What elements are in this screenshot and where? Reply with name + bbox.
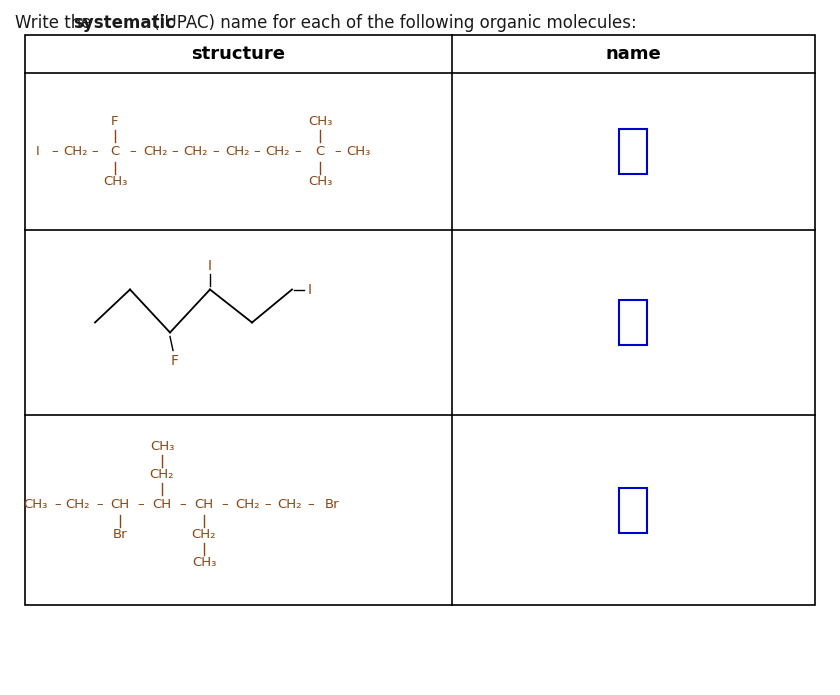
- Text: CH₃: CH₃: [307, 175, 332, 188]
- Text: C: C: [315, 145, 324, 158]
- Text: CH: CH: [194, 498, 213, 512]
- Text: –: –: [307, 498, 314, 512]
- Text: Br: Br: [113, 528, 128, 541]
- Text: CH₃: CH₃: [23, 498, 47, 512]
- Text: –: –: [222, 498, 228, 512]
- Bar: [25, 35, 815, 605]
- Text: CH₂: CH₂: [184, 145, 208, 158]
- Text: CH₃: CH₃: [150, 441, 174, 454]
- Text: –: –: [171, 145, 178, 158]
- Text: name: name: [606, 45, 661, 63]
- Text: I: I: [36, 145, 39, 158]
- Text: CH₃: CH₃: [192, 557, 216, 569]
- Bar: [619, 300, 648, 345]
- Text: CH₂: CH₂: [192, 528, 216, 541]
- Text: –: –: [138, 498, 144, 512]
- Bar: [619, 487, 648, 532]
- Text: I: I: [308, 282, 312, 297]
- Text: CH: CH: [110, 498, 129, 512]
- Text: Br: Br: [325, 498, 339, 512]
- Text: CH₂: CH₂: [265, 145, 291, 158]
- Text: CH₂: CH₂: [143, 145, 167, 158]
- Text: I: I: [208, 259, 212, 272]
- Text: CH₂: CH₂: [278, 498, 302, 512]
- Bar: [619, 129, 648, 174]
- Text: systematic: systematic: [73, 14, 175, 32]
- Text: –: –: [180, 498, 186, 512]
- Text: –: –: [92, 145, 98, 158]
- Text: CH: CH: [152, 498, 171, 512]
- Text: CH₂: CH₂: [234, 498, 260, 512]
- Text: –: –: [265, 498, 271, 512]
- Text: CH₂: CH₂: [225, 145, 249, 158]
- Text: –: –: [97, 498, 103, 512]
- Text: CH₃: CH₃: [307, 115, 332, 128]
- Text: F: F: [171, 354, 179, 368]
- Text: –: –: [254, 145, 260, 158]
- Text: –: –: [129, 145, 136, 158]
- Text: CH₃: CH₃: [102, 175, 127, 188]
- Text: –: –: [55, 498, 61, 512]
- Text: F: F: [111, 115, 118, 128]
- Text: CH₂: CH₂: [63, 145, 87, 158]
- Text: Write the: Write the: [15, 14, 97, 32]
- Text: –: –: [213, 145, 219, 158]
- Text: C: C: [110, 145, 119, 158]
- Text: –: –: [52, 145, 58, 158]
- Text: –: –: [295, 145, 302, 158]
- Text: (IUPAC) name for each of the following organic molecules:: (IUPAC) name for each of the following o…: [148, 14, 637, 32]
- Text: structure: structure: [192, 45, 286, 63]
- Text: CH₂: CH₂: [66, 498, 90, 512]
- Text: –: –: [334, 145, 341, 158]
- Text: CH₂: CH₂: [150, 468, 174, 482]
- Text: CH₃: CH₃: [346, 145, 370, 158]
